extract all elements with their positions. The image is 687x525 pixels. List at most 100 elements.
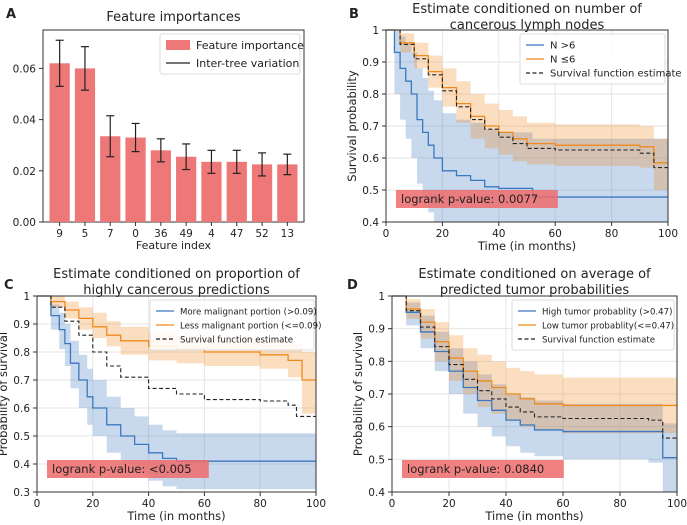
y-tick-label: 0.06 — [13, 63, 37, 75]
survival-estimate-line — [392, 295, 677, 439]
logrank-badge — [47, 460, 209, 478]
chart-title-line: cancerous lymph nodes — [450, 18, 605, 33]
x-tick-label: 13 — [281, 228, 294, 240]
x-tick-label: 9 — [56, 228, 63, 240]
legend-label: Survival function estimate — [542, 336, 655, 346]
bar — [226, 161, 247, 222]
y-tick-label: 0.9 — [368, 324, 385, 336]
y-tick-label: 1 — [372, 25, 379, 37]
logrank-text: logrank p-value: <0.005 — [52, 462, 192, 476]
legend-label: High tumor probablity (>0.47) — [542, 308, 672, 318]
y-tick-label: 0.5 — [368, 454, 385, 466]
legend-label: Feature importance — [196, 39, 304, 52]
panel-letter: C — [4, 278, 14, 293]
legend-label: Survival function estimate — [550, 69, 682, 80]
survival-curve — [37, 295, 316, 381]
y-axis-label: Probability of survival — [351, 332, 365, 456]
x-tick-label: 52 — [255, 228, 268, 240]
panel-a: A Feature importances 0.00 0.02 0.04 0.06 9 5 7 0… — [6, 7, 305, 252]
x-tick-label: 20 — [86, 498, 99, 510]
survival-curve — [37, 295, 316, 462]
x-tick-label: 80 — [613, 498, 626, 510]
logrank-badge — [396, 190, 558, 208]
panel-letter: B — [349, 7, 359, 22]
x-tick-label: 20 — [442, 498, 455, 510]
legend-label: Low tumor probablity(<=0.47) — [542, 322, 674, 332]
confidence-band — [386, 30, 668, 194]
y-tick-label: 0.8 — [13, 347, 30, 359]
y-tick-label: 0.6 — [13, 403, 30, 415]
y-tick-label: 0.7 — [13, 375, 30, 387]
x-tick-label: 0 — [34, 498, 41, 510]
x-tick-label: 80 — [254, 498, 267, 510]
y-tick-label: 0.8 — [362, 89, 379, 101]
x-tick-label: 5 — [82, 228, 89, 240]
legend-label: More malignant portion (>0.09) — [180, 308, 317, 318]
x-axis-label: Time (in months) — [484, 509, 583, 523]
x-tick-label: 60 — [556, 498, 569, 510]
x-tick-label: 36 — [154, 228, 168, 240]
plot-frame — [36, 295, 317, 493]
bar — [176, 156, 197, 222]
y-axis-label: Survival probability — [345, 70, 359, 182]
x-axis-label: Time (in months) — [477, 239, 576, 253]
legend-box — [149, 299, 315, 351]
x-tick-label: 47 — [230, 228, 243, 240]
y-tick-label: 0.4 — [368, 487, 385, 499]
legend-label: Inter-tree variation — [196, 57, 299, 70]
legend-label: N ≤6 — [550, 55, 575, 66]
y-tick-label: 0.5 — [13, 431, 30, 443]
confidence-band — [392, 296, 677, 434]
x-tick-label: 4 — [208, 228, 215, 240]
y-tick-label: 0.5 — [362, 185, 379, 197]
bar — [150, 150, 171, 222]
y-tick-label: 1 — [23, 291, 30, 303]
chart-title: Feature importances — [106, 10, 241, 25]
plot-frame — [391, 295, 678, 493]
chart-title-line: predicted tumor probabilities — [440, 283, 630, 298]
confidence-band — [37, 296, 316, 414]
x-tick-label: 0 — [132, 228, 139, 240]
x-tick-label: 0 — [383, 228, 390, 240]
y-tick-label: 0.00 — [13, 217, 36, 229]
legend-label: N >6 — [550, 41, 575, 52]
x-tick-label: 20 — [436, 228, 449, 240]
x-axis-label: Time (in months) — [126, 509, 225, 523]
logrank-text: logrank p-value: 0.0840 — [407, 462, 544, 476]
y-axis-label: Probability of survival — [0, 332, 10, 456]
bar — [277, 164, 298, 222]
y-tick-label: 0.6 — [368, 422, 385, 434]
x-tick-label: 100 — [667, 498, 687, 510]
logrank-text: logrank p-value: 0.0077 — [401, 192, 538, 206]
bar — [49, 63, 70, 222]
survival-curve — [386, 29, 669, 165]
chart-title-line: Estimate conditioned on number of — [412, 2, 642, 17]
y-tick-label: 0.02 — [13, 166, 36, 178]
survival-estimate-line — [37, 295, 316, 417]
x-tick-label: 100 — [306, 498, 326, 510]
panel-c: C Estimate conditioned on proportion ofhi… — [0, 267, 326, 523]
legend-swatch — [166, 40, 190, 50]
legend-box — [511, 299, 675, 351]
x-tick-label: 100 — [658, 228, 678, 240]
y-tick-label: 0.7 — [362, 121, 379, 133]
y-tick-label: 0.8 — [368, 356, 385, 368]
chart-title-line: Estimate conditioned on proportion of — [53, 267, 300, 282]
x-tick-label: 0 — [389, 498, 396, 510]
x-tick-label: 7 — [107, 228, 114, 240]
plot-frame — [385, 29, 669, 223]
x-tick-label: 40 — [492, 228, 505, 240]
x-tick-label: 60 — [198, 498, 211, 510]
x-tick-label: 80 — [605, 228, 618, 240]
survival-curve — [392, 295, 677, 459]
panel-d: D Estimate conditioned on average ofpredi… — [347, 267, 687, 523]
survival-curve — [386, 29, 668, 198]
x-tick-label: 40 — [499, 498, 512, 510]
panel-b: B Estimate conditioned on number ofcancer… — [345, 2, 682, 253]
x-tick-label: 40 — [142, 498, 155, 510]
x-tick-label: 60 — [549, 228, 562, 240]
y-tick-label: 0.9 — [362, 57, 379, 69]
panel-letter: A — [6, 7, 16, 22]
legend-label: Less malignant portion (<=0.09) — [180, 322, 321, 332]
